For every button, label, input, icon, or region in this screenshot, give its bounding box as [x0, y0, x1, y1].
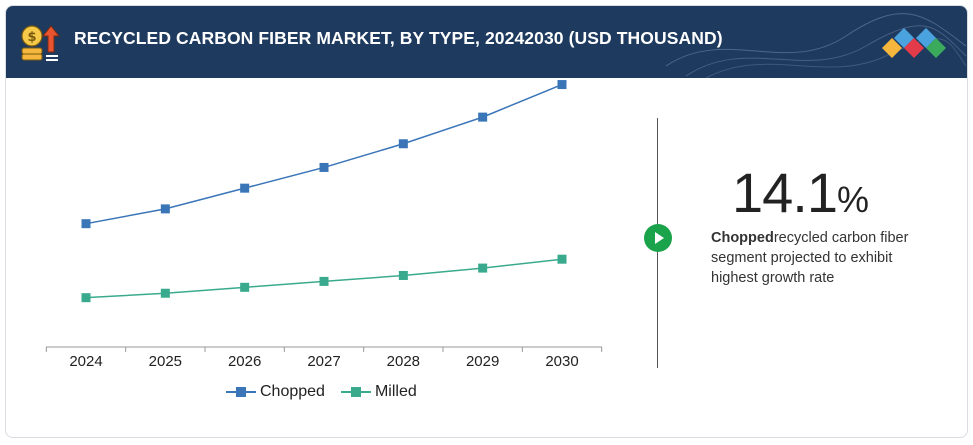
data-point-milled-2026[interactable] [240, 282, 250, 292]
growth-stat: 14.1% [732, 160, 869, 225]
money-growth-icon: $ [21, 25, 61, 61]
data-point-chopped-2025[interactable] [160, 204, 170, 214]
x-tick-label-2025: 2025 [149, 353, 182, 370]
data-point-milled-2024[interactable] [81, 293, 91, 303]
legend-swatch-milled [340, 386, 371, 398]
x-tick-label-2024: 2024 [69, 353, 102, 370]
legend-label-chopped: Chopped [260, 383, 325, 400]
chart-card: $ RECYCLED CARBON FIBER MARKET, BY TYPE,… [5, 5, 968, 438]
data-point-chopped-2028[interactable] [398, 139, 408, 149]
chart-legend: Chopped Milled [226, 383, 433, 401]
data-point-chopped-2030[interactable] [557, 80, 567, 90]
data-point-chopped-2026[interactable] [240, 183, 250, 193]
decorative-waves [666, 13, 966, 78]
page-title: RECYCLED CARBON FIBER MARKET, BY TYPE, 2… [74, 28, 723, 48]
data-point-chopped-2024[interactable] [81, 219, 91, 229]
diamond-cluster-logo [882, 28, 946, 58]
x-tick-label-2028: 2028 [387, 353, 420, 370]
play-icon [655, 232, 664, 244]
growth-stat-description: Choppedrecycled carbon fiber segment pro… [711, 228, 936, 288]
data-point-milled-2029[interactable] [478, 263, 488, 273]
data-point-chopped-2027[interactable] [319, 162, 329, 172]
legend-label-milled: Milled [374, 383, 417, 400]
growth-stat-unit: % [837, 179, 870, 220]
x-tick-label-2026: 2026 [228, 353, 261, 370]
header-bar: $ RECYCLED CARBON FIBER MARKET, BY TYPE,… [6, 6, 967, 78]
data-point-milled-2030[interactable] [557, 254, 567, 264]
play-button[interactable] [644, 224, 672, 252]
data-point-milled-2028[interactable] [398, 270, 408, 280]
growth-stat-value: 14.1 [732, 161, 838, 224]
x-tick-label-2030: 2030 [545, 353, 578, 370]
x-tick-label-2027: 2027 [307, 353, 340, 370]
growth-stat-highlight: Chopped [711, 230, 774, 246]
data-point-milled-2025[interactable] [160, 288, 170, 298]
series-line-chopped [85, 83, 563, 225]
growth-stat-text: recycled carbon fiber segment projected … [711, 230, 909, 286]
legend-item-milled[interactable]: Milled [340, 383, 417, 401]
legend-item-chopped[interactable]: Chopped [226, 383, 325, 401]
data-point-chopped-2029[interactable] [478, 112, 488, 122]
legend-swatch-chopped [226, 386, 256, 398]
x-tick-label-2029: 2029 [466, 353, 499, 370]
data-point-milled-2027[interactable] [319, 276, 329, 286]
svg-text:$: $ [27, 30, 36, 45]
